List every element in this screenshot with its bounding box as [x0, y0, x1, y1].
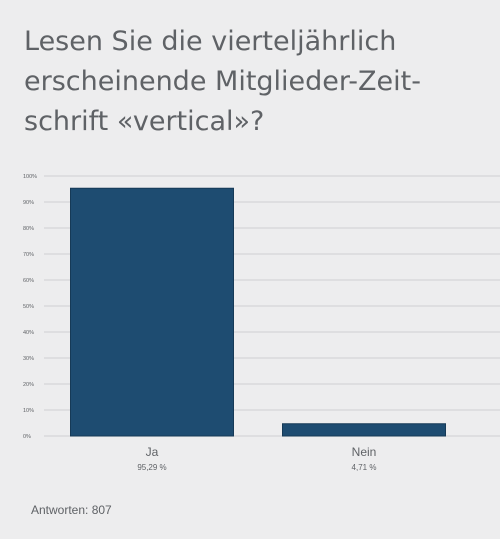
- value-label: 95,29 %: [137, 463, 166, 472]
- y-tick-label: 50%: [23, 304, 34, 310]
- y-tick-label: 30%: [23, 356, 34, 362]
- y-axis-tick-labels: 0% 10% 20% 30% 40% 50% 60% 70% 80% 90% 100%: [23, 174, 37, 440]
- bar-nein: [282, 423, 446, 437]
- question-title: Lesen Sie die vierteljährlich erscheinen…: [24, 22, 484, 142]
- bar-ja: [70, 187, 234, 437]
- response-count: Antworten: 807: [31, 503, 112, 517]
- value-label: 4,71 %: [352, 463, 377, 472]
- question-title-line-2: erscheinende Mitglieder-Zeit-: [24, 66, 421, 97]
- y-tick-label: 40%: [23, 330, 34, 336]
- category-label: Ja: [146, 445, 159, 459]
- y-tick-label: 100%: [23, 174, 37, 180]
- y-tick-label: 90%: [23, 200, 34, 206]
- question-title-line-3: schrift «vertical»?: [24, 106, 265, 137]
- y-tick-label: 60%: [23, 278, 34, 284]
- bars: [70, 187, 446, 437]
- bar-chart: 0% 10% 20% 30% 40% 50% 60% 70% 80% 90% 100% Ja 95,2…: [23, 174, 500, 472]
- y-tick-label: 80%: [23, 226, 34, 232]
- question-title-line-1: Lesen Sie die vierteljährlich: [24, 26, 397, 57]
- x-axis-labels: Ja 95,29 % Nein 4,71 %: [137, 445, 376, 472]
- y-tick-label: 10%: [23, 408, 34, 414]
- y-tick-label: 0%: [23, 434, 31, 440]
- category-label: Nein: [352, 445, 377, 459]
- y-tick-label: 20%: [23, 382, 34, 388]
- y-tick-label: 70%: [23, 252, 34, 258]
